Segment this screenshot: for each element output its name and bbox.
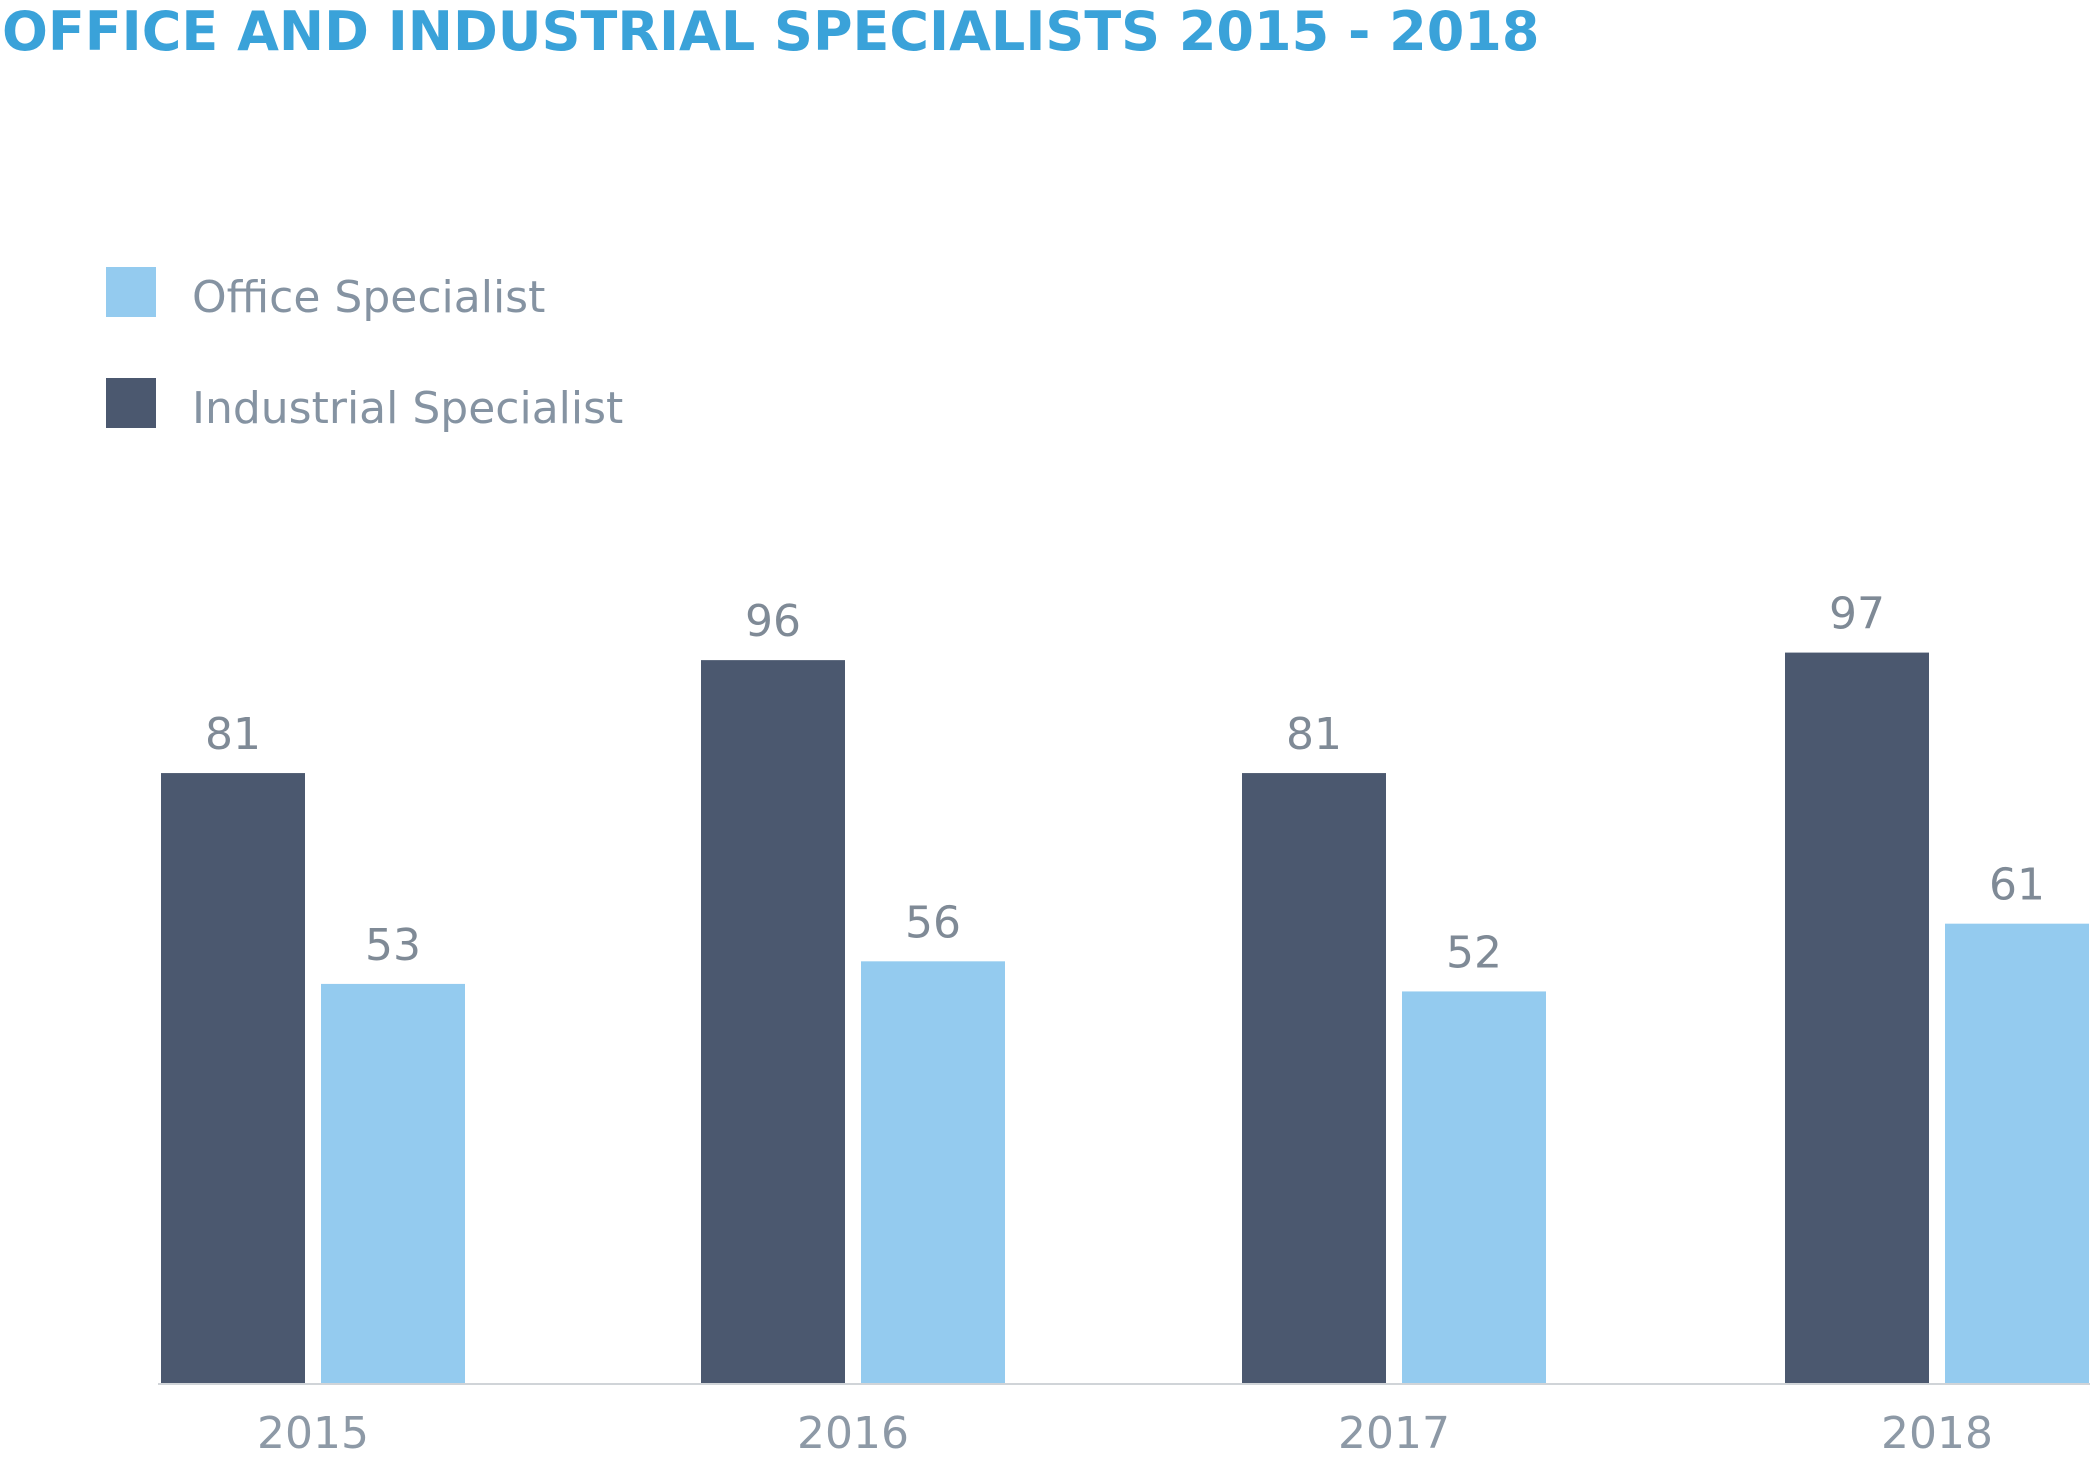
bar-industrial-specialist-2015 xyxy=(161,773,305,1383)
data-label-industrial-specialist-2017: 81 xyxy=(1286,709,1342,760)
data-label-industrial-specialist-2016: 96 xyxy=(745,596,801,647)
x-tick-label-2018: 2018 xyxy=(1881,1408,1993,1458)
data-label-industrial-specialist-2018: 97 xyxy=(1829,589,1885,640)
legend-label-industrial-specialist: Industrial Specialist xyxy=(192,383,623,434)
data-label-office-specialist-2018: 61 xyxy=(1989,860,2045,911)
legend-swatch-industrial-specialist xyxy=(106,378,156,428)
legend-swatch-office-specialist xyxy=(106,267,156,317)
chart-title: OFFICE AND INDUSTRIAL SPECIALISTS 2015 -… xyxy=(2,0,1539,63)
bar-office-specialist-2015 xyxy=(321,983,465,1383)
bar-office-specialist-2016 xyxy=(861,961,1005,1383)
data-label-office-specialist-2016: 56 xyxy=(905,897,961,948)
legend-label-office-specialist: Office Specialist xyxy=(192,272,545,323)
bar-office-specialist-2017 xyxy=(1402,991,1546,1383)
chart-legend: Office Specialist Industrial Specialist xyxy=(106,267,623,434)
x-tick-label-2017: 2017 xyxy=(1338,1408,1450,1458)
data-label-industrial-specialist-2015: 81 xyxy=(205,709,261,760)
bar-industrial-specialist-2018 xyxy=(1785,652,1929,1383)
bar-industrial-specialist-2017 xyxy=(1242,773,1386,1383)
x-tick-label-2016: 2016 xyxy=(797,1408,909,1458)
data-label-office-specialist-2017: 52 xyxy=(1446,927,1502,978)
bar-industrial-specialist-2016 xyxy=(701,660,845,1383)
bar-office-specialist-2018 xyxy=(1945,923,2089,1383)
data-label-office-specialist-2015: 53 xyxy=(365,920,421,971)
x-tick-label-2015: 2015 xyxy=(257,1408,369,1458)
plot-area: 81 53 2015 96 56 2016 81 52 2017 97 61 2018 xyxy=(158,589,2090,1458)
